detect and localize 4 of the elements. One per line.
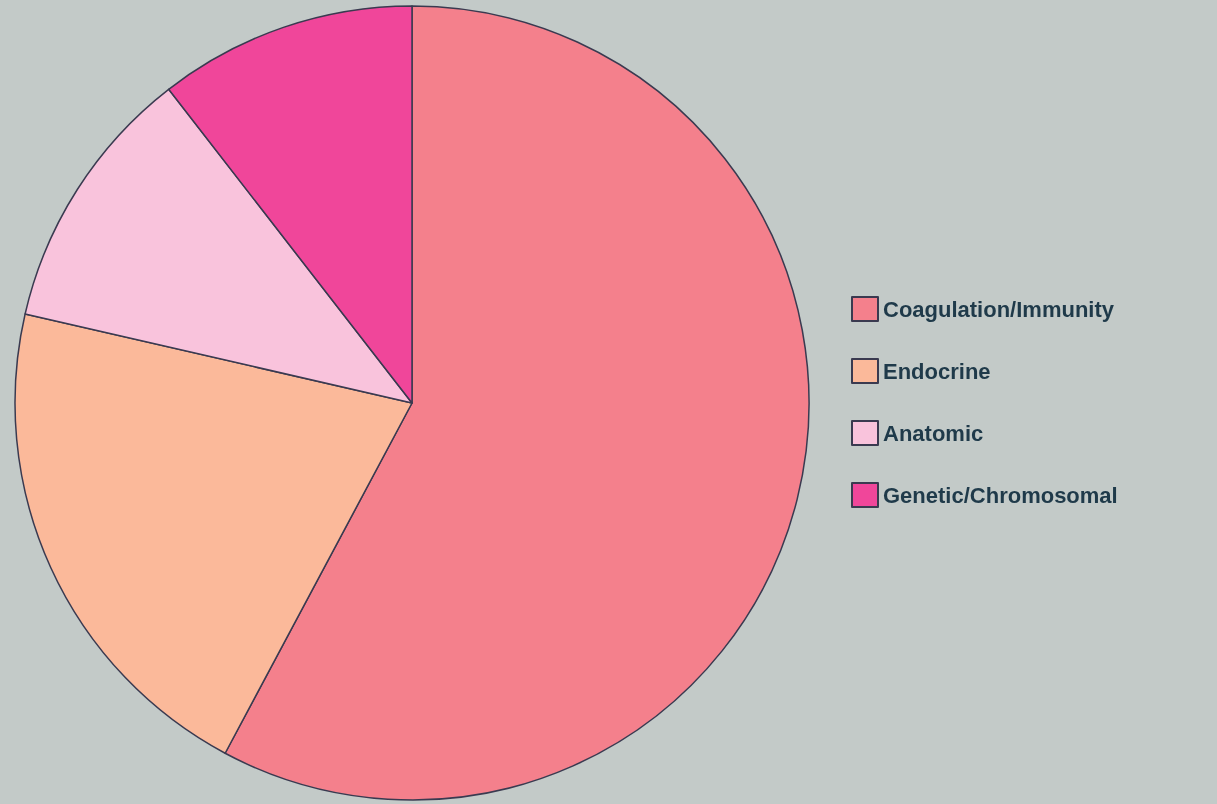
legend-label: Coagulation/Immunity bbox=[883, 296, 1115, 322]
legend-label: Endocrine bbox=[883, 358, 991, 384]
legend-label: Genetic/Chromosomal bbox=[883, 482, 1118, 508]
legend-label: Anatomic bbox=[883, 420, 984, 446]
